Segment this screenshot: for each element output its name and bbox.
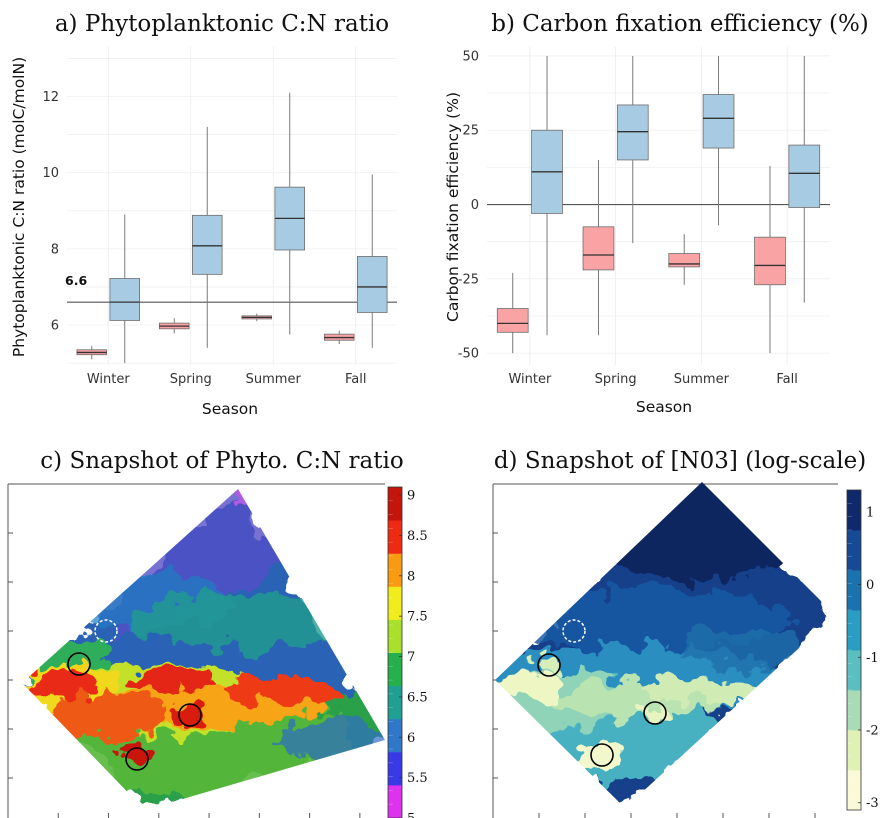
colorbar-segment bbox=[388, 652, 402, 687]
panel-c-title: c) Snapshot of Phyto. C:N ratio bbox=[40, 448, 403, 474]
colorbar-segment bbox=[847, 770, 861, 811]
marker-circle bbox=[125, 747, 149, 771]
panel-b-title: b) Carbon fixation efficiency (%) bbox=[491, 11, 869, 37]
box-body bbox=[109, 278, 141, 321]
colorbar-segment bbox=[847, 530, 861, 571]
box-body bbox=[582, 226, 615, 271]
panel-d-colorbar: 1 0 -1 -2 -3 bbox=[846, 489, 879, 811]
marker-circle bbox=[643, 701, 667, 725]
y-tick-label: 12 bbox=[42, 90, 59, 105]
colorbar-label: -1 bbox=[866, 651, 879, 666]
x-tick-label: Summer bbox=[674, 372, 730, 387]
x-tick-label: Spring bbox=[170, 372, 212, 387]
x-tick-label: Summer bbox=[246, 372, 302, 387]
colorbar-label: 7 bbox=[407, 650, 415, 665]
colorbar-segment bbox=[847, 570, 861, 611]
panel-b-xlabel: Season bbox=[636, 398, 692, 416]
colorbar-label: 7.5 bbox=[407, 610, 428, 625]
panel-d-markers bbox=[537, 619, 667, 767]
box-body bbox=[191, 214, 223, 275]
x-tick-label: Fall bbox=[345, 372, 366, 387]
colorbar-label: 6 bbox=[407, 731, 415, 746]
y-tick-label: 0 bbox=[471, 198, 479, 213]
y-tick-label: 25 bbox=[462, 124, 479, 139]
colorbar-label: 9 bbox=[407, 489, 415, 504]
colorbar-segment bbox=[388, 487, 402, 521]
box-body bbox=[668, 253, 701, 268]
x-tick-label: Winter bbox=[508, 372, 552, 387]
panel-a-xlabel: Season bbox=[202, 400, 258, 418]
panel-a-title: a) Phytoplanktonic C:N ratio bbox=[55, 11, 389, 37]
colorbar-segment bbox=[388, 718, 402, 753]
panel-a-ylabel: Phytoplanktonic C:N ratio (molC/molN) bbox=[10, 57, 28, 357]
panel-d-map bbox=[495, 482, 835, 808]
colorbar-segment bbox=[388, 520, 402, 554]
panel-c-colorbar: 9 8.5 8 7.5 7 6.5 6 5.5 5 bbox=[387, 486, 428, 818]
panel-c-map bbox=[22, 489, 385, 810]
colorbar-label: 6.5 bbox=[407, 690, 428, 705]
panel-d-title: d) Snapshot of [N03] (log-scale) bbox=[494, 448, 866, 474]
box-body bbox=[788, 144, 821, 208]
colorbar-segment bbox=[847, 730, 861, 771]
colorbar-segment bbox=[847, 610, 861, 651]
x-tick-label: Spring bbox=[595, 372, 637, 387]
colorbar-segment bbox=[847, 490, 861, 531]
colorbar-segment bbox=[847, 650, 861, 691]
colorbar-label: -3 bbox=[866, 796, 879, 811]
colorbar-segment bbox=[388, 685, 402, 720]
panel-c: c) Snapshot of Phyto. C:N ratio bbox=[7, 448, 428, 818]
marker-circle bbox=[537, 653, 561, 677]
colorbar-segment bbox=[388, 751, 402, 786]
y-tick-label: -50 bbox=[458, 347, 479, 362]
marker-dashed-circle bbox=[562, 619, 586, 643]
y-tick-label: 10 bbox=[42, 166, 59, 181]
colorbar-segment bbox=[388, 784, 402, 818]
box-body bbox=[702, 94, 735, 149]
y-tick-label: 6 bbox=[51, 319, 59, 334]
colorbar-label: 8.5 bbox=[407, 529, 428, 544]
x-tick-label: Fall bbox=[776, 372, 797, 387]
x-tick-label: Winter bbox=[87, 372, 131, 387]
panel-c-markers bbox=[67, 619, 202, 771]
colorbar-frame bbox=[846, 489, 862, 811]
marker-dashed-circle bbox=[94, 619, 118, 643]
marker-circle bbox=[590, 743, 614, 767]
panel-d-frame bbox=[492, 483, 838, 818]
colorbar-label: -2 bbox=[866, 724, 879, 739]
box-body bbox=[616, 104, 649, 161]
colorbar-frame bbox=[387, 486, 403, 818]
panel-b-ylabel: Carbon fixation efficiency (%) bbox=[444, 92, 462, 322]
colorbar-segment bbox=[847, 690, 861, 731]
colorbar-segment bbox=[388, 619, 402, 653]
box-body bbox=[496, 308, 529, 333]
box-body bbox=[754, 236, 786, 286]
y-tick-label: 50 bbox=[462, 49, 479, 64]
panel-d: d) Snapshot of [N03] (log-scale) bbox=[492, 448, 879, 818]
panel-b: b) Carbon fixation efficiency (%) -50 -25… bbox=[444, 11, 869, 416]
reference-line-label: 6.6 bbox=[65, 273, 87, 288]
panel-c-frame bbox=[7, 483, 385, 818]
marker-circle bbox=[178, 703, 202, 727]
colorbar-label: 5 bbox=[407, 812, 415, 818]
colorbar-label: 1 bbox=[866, 505, 874, 520]
y-tick-label: 8 bbox=[51, 242, 59, 257]
panel-a-plot: 6 8 10 12 Winter Spring Summer Fall 6.6 bbox=[42, 47, 397, 387]
colorbar-segment bbox=[388, 553, 402, 587]
colorbar-label: 0 bbox=[866, 578, 874, 593]
colorbar-segment bbox=[388, 586, 402, 620]
colorbar-label: 5.5 bbox=[407, 771, 428, 786]
marker-circle bbox=[67, 652, 91, 676]
box-body bbox=[356, 256, 388, 313]
y-tick-label: -25 bbox=[458, 272, 479, 287]
panel-a: a) Phytoplanktonic C:N ratio 6 8 10 12 Winte… bbox=[10, 11, 397, 418]
panel-b-plot: -50 -25 0 25 50 Winter Spring Summer Fall bbox=[458, 47, 830, 387]
colorbar-label: 8 bbox=[407, 569, 415, 584]
